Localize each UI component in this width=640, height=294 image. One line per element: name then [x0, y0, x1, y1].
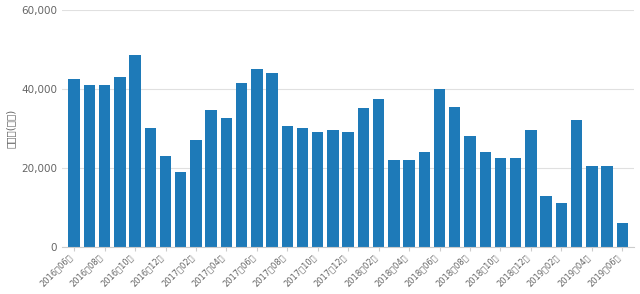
Bar	[251, 69, 262, 247]
Bar	[327, 130, 339, 247]
Bar	[388, 160, 399, 247]
Bar	[205, 111, 217, 247]
Bar	[419, 152, 430, 247]
Bar	[342, 132, 354, 247]
Bar	[571, 120, 582, 247]
Bar	[556, 203, 567, 247]
Bar	[358, 108, 369, 247]
Bar	[540, 196, 552, 247]
Bar	[479, 152, 491, 247]
Bar	[282, 126, 293, 247]
Bar	[586, 166, 598, 247]
Bar	[525, 130, 536, 247]
Bar	[99, 85, 110, 247]
Bar	[236, 83, 247, 247]
Bar	[114, 77, 125, 247]
Bar	[145, 128, 156, 247]
Bar	[312, 132, 323, 247]
Bar	[129, 55, 141, 247]
Bar	[297, 128, 308, 247]
Bar	[403, 160, 415, 247]
Bar	[449, 106, 461, 247]
Bar	[84, 85, 95, 247]
Bar	[602, 166, 612, 247]
Bar	[68, 79, 80, 247]
Bar	[434, 89, 445, 247]
Bar	[495, 158, 506, 247]
Y-axis label: 거래량(건수): 거래량(건수)	[6, 109, 15, 148]
Bar	[175, 172, 186, 247]
Bar	[266, 73, 278, 247]
Bar	[616, 223, 628, 247]
Bar	[464, 136, 476, 247]
Bar	[221, 118, 232, 247]
Bar	[160, 156, 172, 247]
Bar	[510, 158, 522, 247]
Bar	[190, 140, 202, 247]
Bar	[373, 98, 385, 247]
